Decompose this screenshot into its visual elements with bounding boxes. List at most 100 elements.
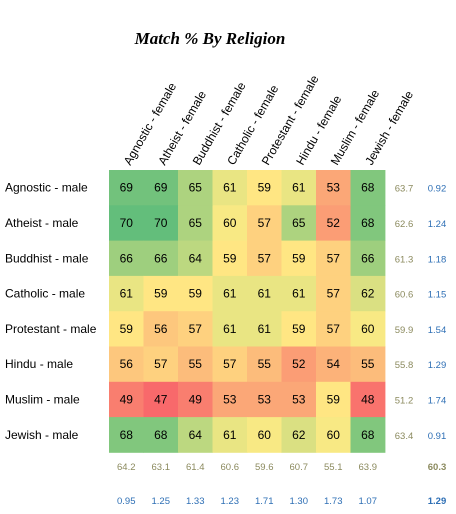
row-mean: 59.9: [395, 325, 414, 336]
row-mean: 55.8: [395, 360, 414, 371]
heatmap-cell: [350, 205, 386, 241]
cell-value: 57: [327, 251, 341, 265]
heatmap-cell: [316, 240, 351, 277]
heatmap-cell: [316, 417, 351, 453]
heatmap-cell: [178, 240, 213, 277]
heatmap-cell: [247, 205, 282, 241]
cell-value: 56: [154, 322, 168, 336]
cell-value: 62: [361, 287, 375, 301]
heatmap-cell: [109, 381, 144, 418]
cell-value: 61: [258, 287, 272, 301]
cell-value: 61: [292, 181, 306, 195]
cell-value: 57: [154, 357, 168, 371]
heatmap-cell: [109, 417, 144, 453]
row-label: Jewish - male: [5, 428, 79, 442]
cell-value: 65: [189, 181, 203, 195]
row-label: Agnostic - male: [5, 181, 88, 195]
cell-value: 61: [223, 428, 237, 442]
heatmap-cell: [109, 170, 144, 206]
heatmap-cell: [281, 240, 317, 277]
cell-value: 59: [120, 322, 134, 336]
overall-sd: 1.29: [428, 496, 447, 507]
heatmap-cell: [212, 381, 248, 418]
cell-value: 59: [292, 322, 306, 336]
row-statistics: 63.7 0.92 62.6 1.24 61.3 1.18 60.6 1.15 59.9 1.54…: [395, 184, 447, 442]
column-sd: 1.30: [290, 496, 309, 507]
cell-value: 60: [327, 428, 341, 442]
heatmap-cell: [143, 275, 179, 312]
row-label: Buddhist - male: [5, 251, 89, 265]
heatmap-cell: [109, 240, 144, 277]
row-sd: 1.24: [428, 219, 447, 230]
heatmap-cell: [281, 417, 317, 453]
heatmap-cell: [350, 240, 386, 277]
cell-value: 57: [327, 287, 341, 301]
cell-value: 61: [258, 322, 272, 336]
column-sd: 1.07: [359, 496, 378, 507]
cell-value: 57: [258, 251, 272, 265]
heatmap-cell: [178, 205, 213, 241]
row-sd: 1.54: [428, 325, 447, 336]
row-label: Catholic - male: [5, 287, 85, 301]
row-sd: 1.18: [428, 254, 447, 265]
heatmap-cell: [143, 311, 179, 347]
cell-value: 66: [120, 251, 134, 265]
column-mean: 64.2: [117, 462, 136, 473]
column-mean: 55.1: [324, 462, 343, 473]
heatmap-cell: [316, 275, 351, 312]
heatmap-cell: [350, 275, 386, 312]
heatmap-cell: [109, 311, 144, 347]
column-mean: 60.7: [290, 462, 309, 473]
cell-value: 56: [120, 357, 134, 371]
cell-value: 68: [361, 181, 375, 195]
heatmap-cell: [350, 346, 386, 383]
column-mean: 63.1: [152, 462, 171, 473]
cell-value: 52: [292, 357, 306, 371]
cell-value: 69: [154, 181, 168, 195]
cell-value: 59: [189, 287, 203, 301]
heatmap-cell: [178, 346, 213, 383]
heatmap-cell: [316, 205, 351, 241]
heatmap-cell: [212, 346, 248, 383]
column-sd: 1.73: [324, 496, 343, 507]
row-label: Protestant - male: [5, 322, 97, 336]
heatmap-cell: [281, 205, 317, 241]
heatmap-cell: [281, 381, 317, 418]
row-sd: 1.15: [428, 290, 447, 301]
heatmap-cell: [212, 275, 248, 312]
cell-value: 47: [154, 392, 168, 406]
cell-value: 57: [327, 322, 341, 336]
cell-value: 55: [258, 357, 272, 371]
heatmap-cell: [350, 170, 386, 206]
heatmap-cell: [212, 240, 248, 277]
column-statistics: 64.2 0.95 63.1 1.25 61.4 1.33 60.6 1.23 59.6 1.71…: [117, 462, 377, 507]
chart-title: Match % By Religion: [134, 29, 286, 48]
heatmap-cell: [247, 381, 282, 418]
heatmap-cell: [212, 311, 248, 347]
heatmap-cell: [178, 170, 213, 206]
heatmap-cell: [281, 275, 317, 312]
heatmap-cells: 69 69 65 61 59 61 53 68 70 70 65 60 57 65 52 68 66 66 64 59…: [109, 170, 386, 453]
heatmap-cell: [143, 170, 179, 206]
heatmap-cell: [143, 205, 179, 241]
heatmap-cell: [247, 240, 282, 277]
cell-value: 70: [154, 216, 168, 230]
heatmap-cell: [316, 170, 351, 206]
heatmap-cell: [316, 346, 351, 383]
cell-value: 53: [327, 181, 341, 195]
row-mean: 62.6: [395, 219, 414, 230]
cell-value: 61: [223, 322, 237, 336]
heatmap-cell: [178, 311, 213, 347]
column-sd: 1.33: [186, 496, 205, 507]
column-sd: 1.71: [255, 496, 274, 507]
cell-value: 65: [189, 216, 203, 230]
column-mean: 61.4: [186, 462, 205, 473]
row-label: Atheist - male: [5, 216, 79, 230]
cell-value: 60: [223, 216, 237, 230]
cell-value: 48: [361, 392, 375, 406]
cell-value: 53: [258, 392, 272, 406]
heatmap-cell: [247, 346, 282, 383]
overall-mean: 60.3: [428, 462, 447, 473]
heatmap-cell: [212, 417, 248, 453]
row-mean: 63.4: [395, 431, 414, 442]
